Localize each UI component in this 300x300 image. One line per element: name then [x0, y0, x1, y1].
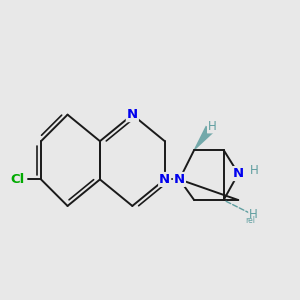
Text: N: N	[233, 167, 244, 180]
Text: Cl: Cl	[11, 173, 25, 186]
Text: H: H	[249, 208, 257, 221]
Text: N: N	[159, 173, 170, 186]
Text: N: N	[174, 173, 185, 186]
Text: N: N	[127, 108, 138, 121]
Text: rel: rel	[245, 216, 255, 225]
Polygon shape	[194, 126, 214, 150]
Text: H: H	[250, 164, 259, 177]
Text: H: H	[208, 120, 216, 133]
